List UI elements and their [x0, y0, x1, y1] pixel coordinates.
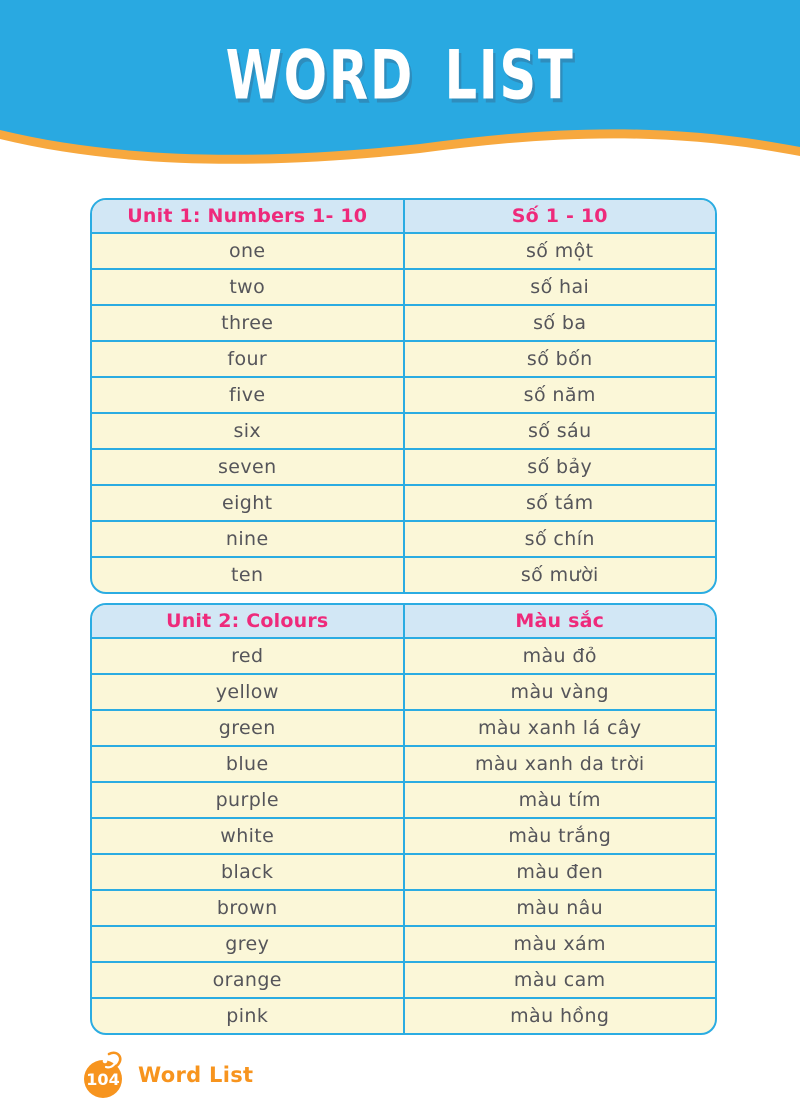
word-cell-english: ten: [231, 564, 264, 586]
word-cell-english: nine: [225, 528, 269, 550]
word-cell-vietnamese: màu xanh lá cây: [402, 711, 716, 745]
word-cell-english: blue: [225, 753, 269, 775]
table-row: orange màu cam: [92, 961, 715, 997]
table-row: four số bốn: [92, 340, 715, 376]
word-cell-vietnamese: số ba: [402, 306, 716, 340]
word-cell-english: pink: [226, 1005, 269, 1027]
word-table: Unit 1: Numbers 1- 10 Số 1 - 10 one số m…: [90, 198, 717, 594]
word-cell-vietnamese: số sáu: [402, 414, 716, 448]
word-cell-english: orange: [212, 969, 282, 991]
table-row: seven số bảy: [92, 448, 715, 484]
word-cell-vietnamese: số tám: [402, 486, 716, 520]
page-title: WORD LIST: [225, 36, 575, 116]
table-row: five số năm: [92, 376, 715, 412]
table-row: ten số mười: [92, 556, 715, 592]
word-cell-english: purple: [215, 789, 279, 811]
table-header-vietnamese: Màu sắc: [402, 605, 716, 637]
word-cell-vietnamese: màu xanh da trời: [402, 747, 716, 781]
table-header-vietnamese: Số 1 - 10: [402, 200, 716, 232]
table-row: blue màu xanh da trời: [92, 745, 715, 781]
word-cell-english: three: [221, 312, 274, 334]
word-cell-vietnamese: số chín: [402, 522, 716, 556]
page-number: 104: [86, 1070, 119, 1089]
word-cell-vietnamese: màu đỏ: [402, 639, 716, 673]
page-footer: 104 Word List: [82, 1050, 253, 1100]
word-cell-english: seven: [217, 456, 277, 478]
word-cell-vietnamese: số năm: [402, 378, 716, 412]
word-cell-vietnamese: màu đen: [402, 855, 716, 889]
word-cell-vietnamese: số hai: [402, 270, 716, 304]
table-row: purple màu tím: [92, 781, 715, 817]
word-cell-vietnamese: màu trắng: [402, 819, 716, 853]
word-cell-english: yellow: [215, 681, 279, 703]
table-header-row: Unit 2: Colours Màu sắc: [92, 605, 715, 637]
table-row: yellow màu vàng: [92, 673, 715, 709]
word-table: Unit 2: Colours Màu sắc red màu đỏ yello…: [90, 603, 717, 1035]
word-cell-english: four: [227, 348, 268, 370]
table-row: red màu đỏ: [92, 637, 715, 673]
table-row: pink màu hồng: [92, 997, 715, 1033]
word-cell-vietnamese: màu vàng: [402, 675, 716, 709]
table-row: one số một: [92, 232, 715, 268]
table-row: two số hai: [92, 268, 715, 304]
table-row: green màu xanh lá cây: [92, 709, 715, 745]
word-cell-english: grey: [225, 933, 270, 955]
badge-hook-inner-decoration: [104, 1061, 117, 1069]
word-cell-vietnamese: màu nâu: [402, 891, 716, 925]
word-cell-english: eight: [221, 492, 273, 514]
word-cell-english: six: [233, 420, 262, 442]
word-cell-vietnamese: số mười: [402, 558, 716, 592]
table-row: nine số chín: [92, 520, 715, 556]
page-number-circle: [84, 1060, 122, 1098]
table-row: six số sáu: [92, 412, 715, 448]
word-cell-english: red: [231, 645, 264, 667]
word-cell-english: black: [221, 861, 274, 883]
word-cell-english: brown: [216, 897, 278, 919]
footer-section-label: Word List: [138, 1063, 254, 1087]
word-cell-english: white: [220, 825, 275, 847]
word-cell-vietnamese: số một: [402, 234, 716, 268]
word-cell-vietnamese: màu tím: [402, 783, 716, 817]
word-cell-vietnamese: màu hồng: [402, 999, 716, 1033]
word-tables: Unit 1: Numbers 1- 10 Số 1 - 10 one số m…: [90, 198, 717, 1035]
page-number-badge: 104: [84, 1051, 122, 1098]
badge-dot-decoration: [102, 1058, 108, 1064]
table-header-english: Unit 1: Numbers 1- 10: [127, 205, 368, 227]
table-row: eight số tám: [92, 484, 715, 520]
banner-blue-shape: [0, 0, 800, 155]
table-row: grey màu xám: [92, 925, 715, 961]
word-cell-vietnamese: màu cam: [402, 963, 716, 997]
table-row: brown màu nâu: [92, 889, 715, 925]
table-row: three số ba: [92, 304, 715, 340]
word-cell-vietnamese: số bảy: [402, 450, 716, 484]
word-cell-english: one: [228, 240, 266, 262]
table-header-row: Unit 1: Numbers 1- 10 Số 1 - 10: [92, 200, 715, 232]
word-cell-vietnamese: màu xám: [402, 927, 716, 961]
table-row: black màu đen: [92, 853, 715, 889]
word-cell-vietnamese: số bốn: [402, 342, 716, 376]
word-cell-english: two: [229, 276, 266, 298]
table-row: white màu trắng: [92, 817, 715, 853]
page-header-banner: WORD LIST: [0, 0, 800, 170]
word-cell-english: five: [228, 384, 266, 406]
word-cell-english: green: [218, 717, 276, 739]
table-header-english: Unit 2: Colours: [166, 610, 329, 632]
banner-wave-graphic: [0, 0, 800, 164]
